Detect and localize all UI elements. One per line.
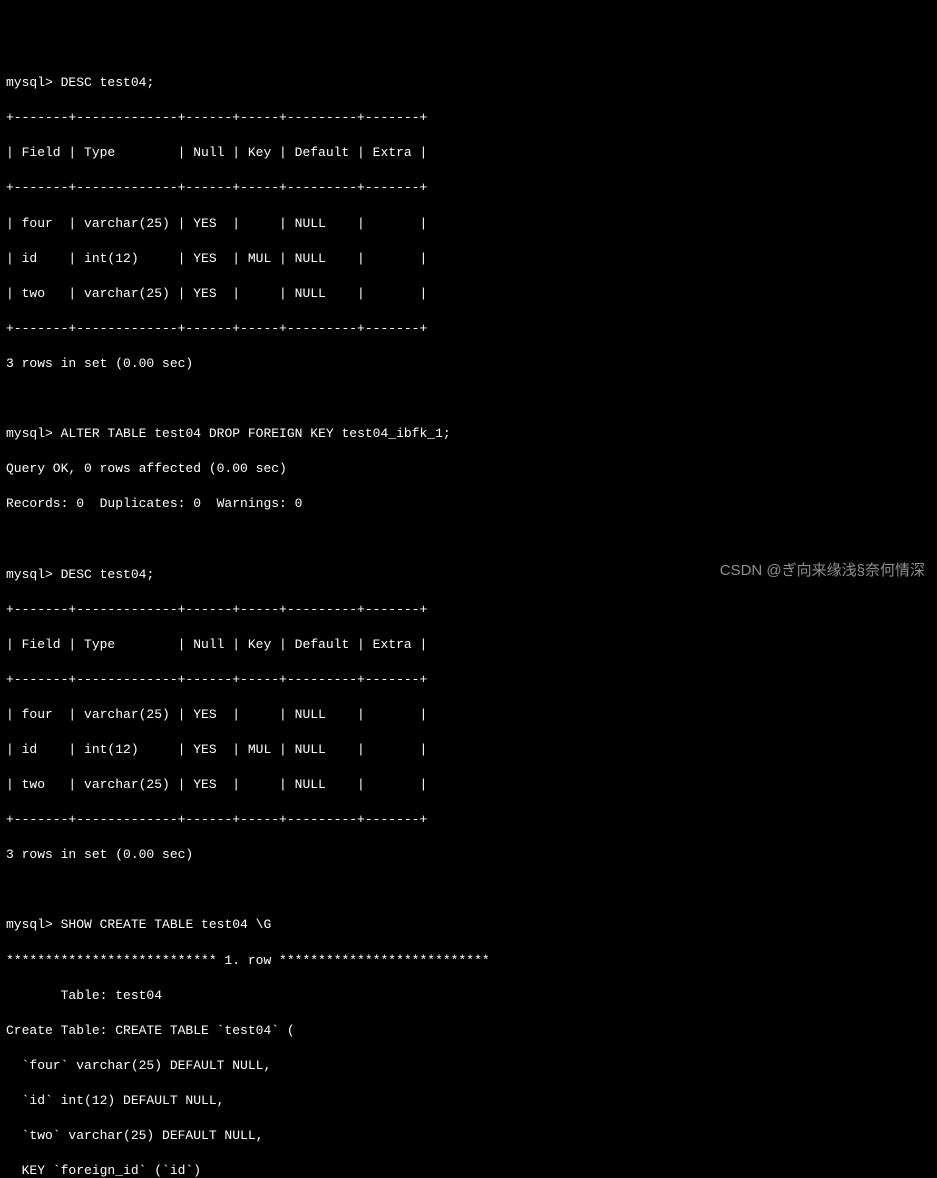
cmd: DESC test04; bbox=[61, 75, 155, 90]
create-col: `four` varchar(25) DEFAULT NULL, bbox=[6, 1057, 931, 1075]
cmd-line-desc1: mysql> DESC test04; bbox=[6, 74, 931, 92]
result-msg: 3 rows in set (0.00 sec) bbox=[6, 355, 931, 373]
prompt: mysql> bbox=[6, 917, 53, 932]
result-msg: Records: 0 Duplicates: 0 Warnings: 0 bbox=[6, 495, 931, 513]
prompt: mysql> bbox=[6, 426, 53, 441]
table-row: | id | int(12) | YES | MUL | NULL | | bbox=[6, 250, 931, 268]
table-border: +-------+-------------+------+-----+----… bbox=[6, 109, 931, 127]
table-border: +-------+-------------+------+-----+----… bbox=[6, 179, 931, 197]
cmd-line-show: mysql> SHOW CREATE TABLE test04 \G bbox=[6, 916, 931, 934]
table-border: +-------+-------------+------+-----+----… bbox=[6, 671, 931, 689]
create-col: `id` int(12) DEFAULT NULL, bbox=[6, 1092, 931, 1110]
prompt: mysql> bbox=[6, 567, 53, 582]
table-border: +-------+-------------+------+-----+----… bbox=[6, 811, 931, 829]
blank-line bbox=[6, 390, 931, 408]
table-row: | four | varchar(25) | YES | | NULL | | bbox=[6, 215, 931, 233]
table-header: | Field | Type | Null | Key | Default | … bbox=[6, 144, 931, 162]
create-table-ddl: Create Table: CREATE TABLE `test04` ( bbox=[6, 1022, 931, 1040]
table-header: | Field | Type | Null | Key | Default | … bbox=[6, 636, 931, 654]
result-msg: 3 rows in set (0.00 sec) bbox=[6, 846, 931, 864]
table-row: | four | varchar(25) | YES | | NULL | | bbox=[6, 706, 931, 724]
table-row: | id | int(12) | YES | MUL | NULL | | bbox=[6, 741, 931, 759]
table-row: | two | varchar(25) | YES | | NULL | | bbox=[6, 285, 931, 303]
table-row: | two | varchar(25) | YES | | NULL | | bbox=[6, 776, 931, 794]
blank-line bbox=[6, 881, 931, 899]
table-border: +-------+-------------+------+-----+----… bbox=[6, 320, 931, 338]
cmd: ALTER TABLE test04 DROP FOREIGN KEY test… bbox=[61, 426, 451, 441]
create-col: `two` varchar(25) DEFAULT NULL, bbox=[6, 1127, 931, 1145]
create-table-name: Table: test04 bbox=[6, 987, 931, 1005]
prompt: mysql> bbox=[6, 75, 53, 90]
cmd: DESC test04; bbox=[61, 567, 155, 582]
blank-line bbox=[6, 530, 931, 548]
table-border: +-------+-------------+------+-----+----… bbox=[6, 601, 931, 619]
cmd: SHOW CREATE TABLE test04 \G bbox=[61, 917, 272, 932]
watermark-text: CSDN @ぎ向来缘浅§奈何情深 bbox=[720, 561, 925, 581]
row-separator: *************************** 1. row *****… bbox=[6, 952, 931, 970]
create-key: KEY `foreign_id` (`id`) bbox=[6, 1162, 931, 1178]
result-msg: Query OK, 0 rows affected (0.00 sec) bbox=[6, 460, 931, 478]
cmd-line-alter: mysql> ALTER TABLE test04 DROP FOREIGN K… bbox=[6, 425, 931, 443]
